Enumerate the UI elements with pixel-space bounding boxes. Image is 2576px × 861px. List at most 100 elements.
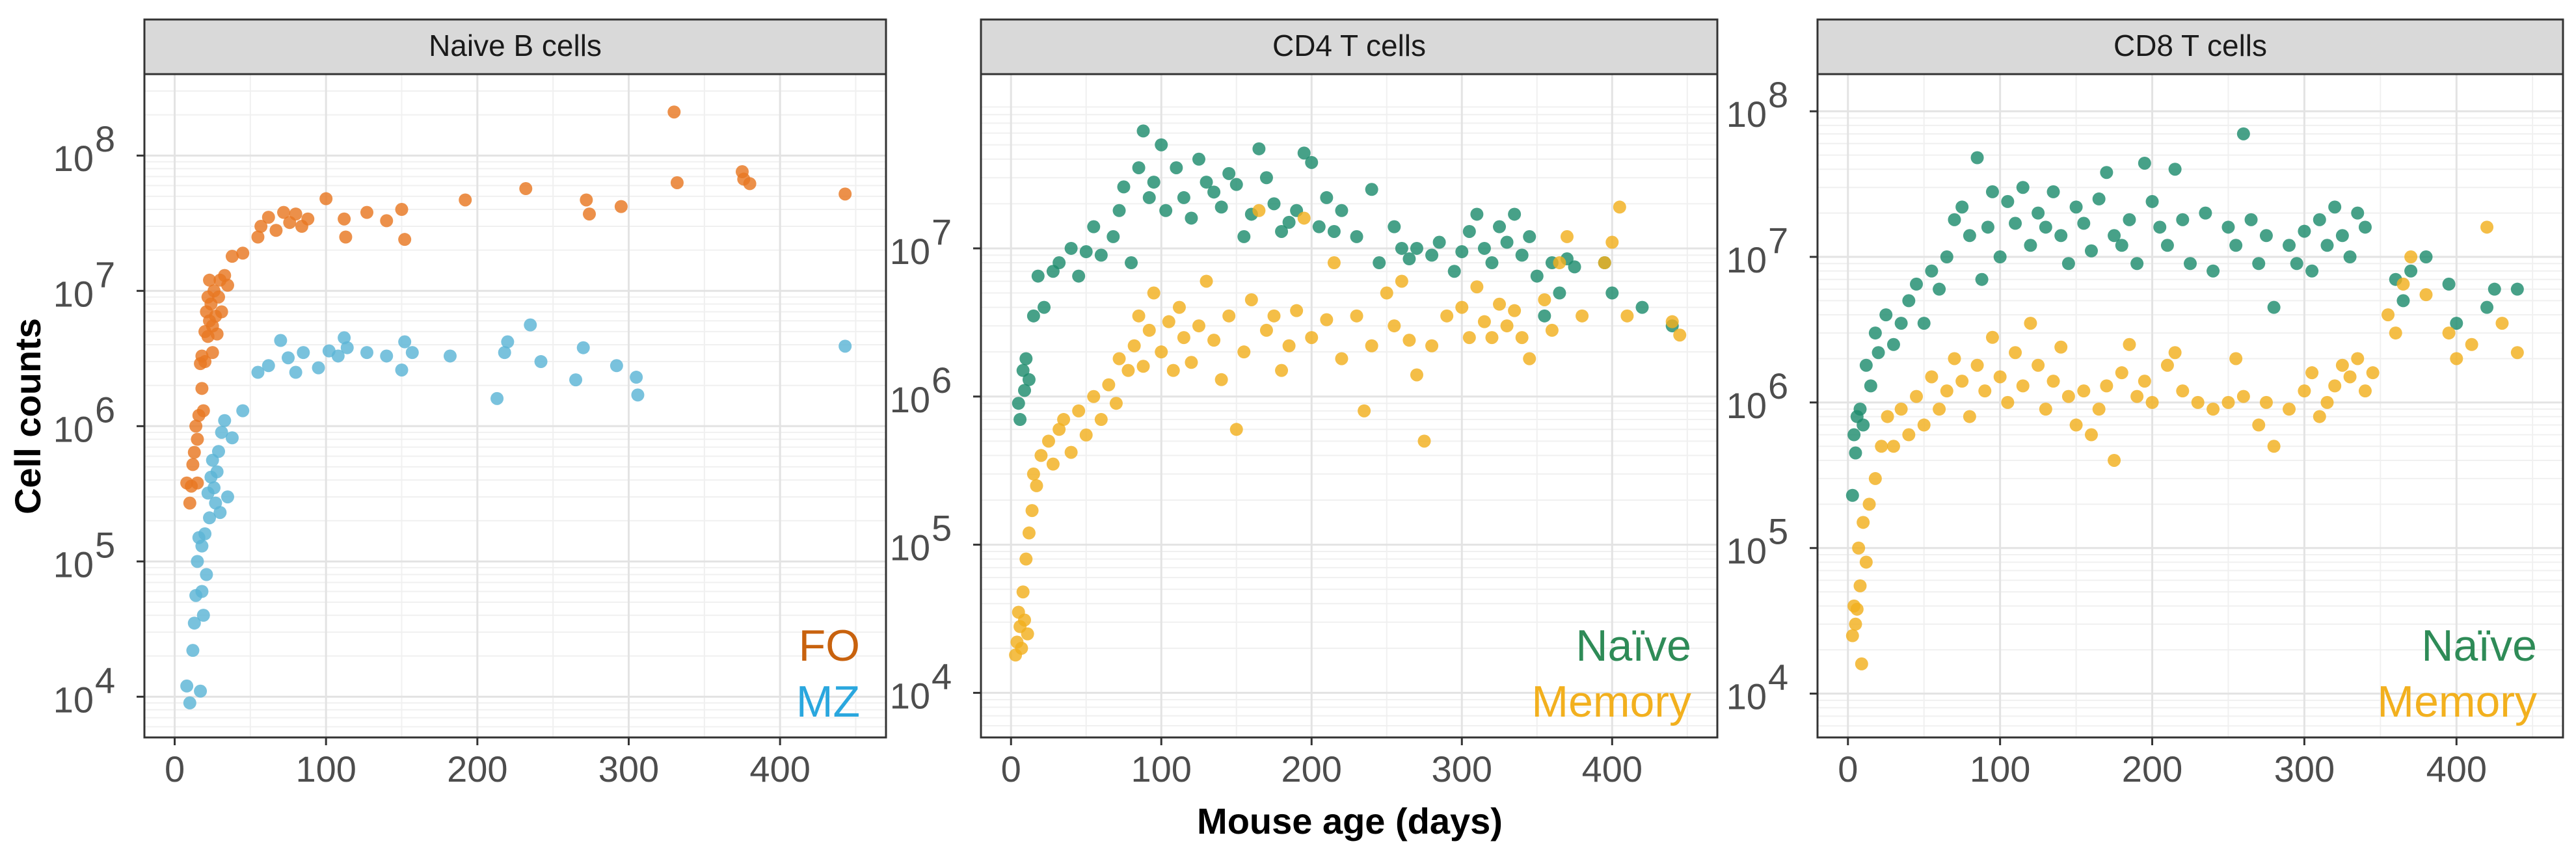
data-point bbox=[1017, 613, 1031, 627]
data-point bbox=[2009, 217, 2022, 230]
y-tick-label: 10 bbox=[53, 273, 94, 314]
data-point bbox=[2465, 338, 2478, 351]
data-point bbox=[2108, 453, 2121, 467]
data-point bbox=[195, 585, 209, 598]
data-point bbox=[2001, 395, 2015, 409]
x-axis-title: Mouse age (days) bbox=[1197, 801, 1503, 841]
data-point bbox=[2032, 206, 2045, 220]
data-point bbox=[395, 203, 409, 217]
data-point bbox=[2160, 239, 2174, 252]
data-point bbox=[2267, 440, 2281, 453]
data-point bbox=[180, 679, 194, 693]
data-point bbox=[2419, 250, 2433, 264]
data-point bbox=[198, 355, 212, 369]
y-tick-label: 10 bbox=[890, 675, 930, 716]
data-point bbox=[1127, 339, 1141, 352]
y-tick-exponent: 4 bbox=[95, 659, 115, 700]
series-memory bbox=[1009, 200, 1687, 662]
data-point bbox=[1259, 323, 1273, 337]
data-point bbox=[191, 432, 204, 446]
data-point bbox=[1200, 274, 1213, 288]
data-point bbox=[1046, 457, 1060, 471]
data-point bbox=[2123, 338, 2136, 351]
data-point bbox=[1410, 368, 1423, 382]
data-point bbox=[576, 341, 590, 354]
data-point bbox=[213, 506, 227, 520]
data-point bbox=[1072, 269, 1086, 283]
data-point bbox=[1087, 390, 1101, 403]
data-point bbox=[1207, 185, 1221, 199]
data-point bbox=[186, 644, 200, 657]
legend-label: Naïve bbox=[2421, 621, 2537, 670]
data-point bbox=[1142, 323, 1156, 337]
data-point bbox=[2221, 395, 2235, 409]
data-point bbox=[2153, 220, 2167, 234]
data-point bbox=[1862, 497, 1876, 511]
data-point bbox=[2069, 418, 2083, 432]
data-point bbox=[1312, 220, 1326, 233]
x-tick-label: 100 bbox=[1131, 748, 1192, 789]
data-point bbox=[189, 419, 203, 433]
data-point bbox=[2488, 282, 2501, 296]
series-memory bbox=[1845, 220, 2524, 670]
legend-label: Naïve bbox=[1576, 621, 1691, 670]
y-tick-exponent: 5 bbox=[95, 524, 115, 565]
y-tick-exponent: 8 bbox=[1768, 74, 1788, 115]
series-na-ve bbox=[1012, 124, 1679, 427]
data-point bbox=[1940, 384, 1953, 398]
data-point bbox=[1237, 230, 1251, 243]
data-point bbox=[1132, 161, 1146, 174]
data-point bbox=[1447, 265, 1461, 278]
y-tick-label: 10 bbox=[1726, 676, 1767, 717]
data-point bbox=[2032, 358, 2045, 372]
data-point bbox=[534, 355, 548, 369]
data-point bbox=[1072, 404, 1086, 417]
data-point bbox=[2450, 317, 2463, 330]
data-point bbox=[380, 214, 394, 228]
data-point bbox=[1455, 300, 1469, 314]
data-point bbox=[1963, 410, 1976, 423]
data-point bbox=[2039, 220, 2052, 234]
data-point bbox=[1162, 315, 1175, 328]
data-point bbox=[1185, 211, 1198, 225]
data-point bbox=[196, 609, 210, 622]
data-point bbox=[338, 331, 351, 345]
data-point bbox=[2092, 403, 2106, 416]
data-point bbox=[191, 476, 204, 490]
data-point bbox=[1910, 277, 1924, 291]
data-point bbox=[2252, 257, 2266, 271]
data-point bbox=[631, 388, 645, 402]
plot-area bbox=[981, 74, 1717, 737]
data-point bbox=[1132, 309, 1146, 323]
data-point bbox=[1462, 331, 1476, 345]
data-point bbox=[212, 445, 225, 458]
data-point bbox=[405, 346, 419, 360]
data-point bbox=[2495, 317, 2509, 330]
data-point bbox=[1910, 390, 1924, 403]
data-point bbox=[1477, 315, 1491, 328]
data-point bbox=[1335, 204, 1348, 217]
data-point bbox=[187, 616, 201, 630]
data-point bbox=[1282, 339, 1296, 352]
data-point bbox=[183, 496, 196, 510]
data-point bbox=[395, 363, 409, 377]
data-point bbox=[1305, 155, 1319, 169]
data-point bbox=[208, 481, 221, 495]
data-point bbox=[2313, 410, 2326, 423]
data-point bbox=[2290, 257, 2303, 271]
legend-label: FO bbox=[799, 621, 860, 670]
data-point bbox=[2009, 346, 2022, 360]
data-point bbox=[398, 233, 412, 246]
y-tick-exponent: 8 bbox=[95, 118, 115, 159]
y-tick-label: 10 bbox=[1726, 385, 1767, 426]
data-point bbox=[1470, 280, 1484, 294]
data-point bbox=[2358, 220, 2372, 234]
data-point bbox=[262, 359, 275, 373]
data-point bbox=[2039, 403, 2052, 416]
data-point bbox=[187, 445, 201, 459]
data-point bbox=[1523, 230, 1536, 243]
data-point bbox=[1886, 338, 1900, 351]
data-point bbox=[338, 212, 351, 226]
data-point bbox=[1112, 352, 1126, 365]
